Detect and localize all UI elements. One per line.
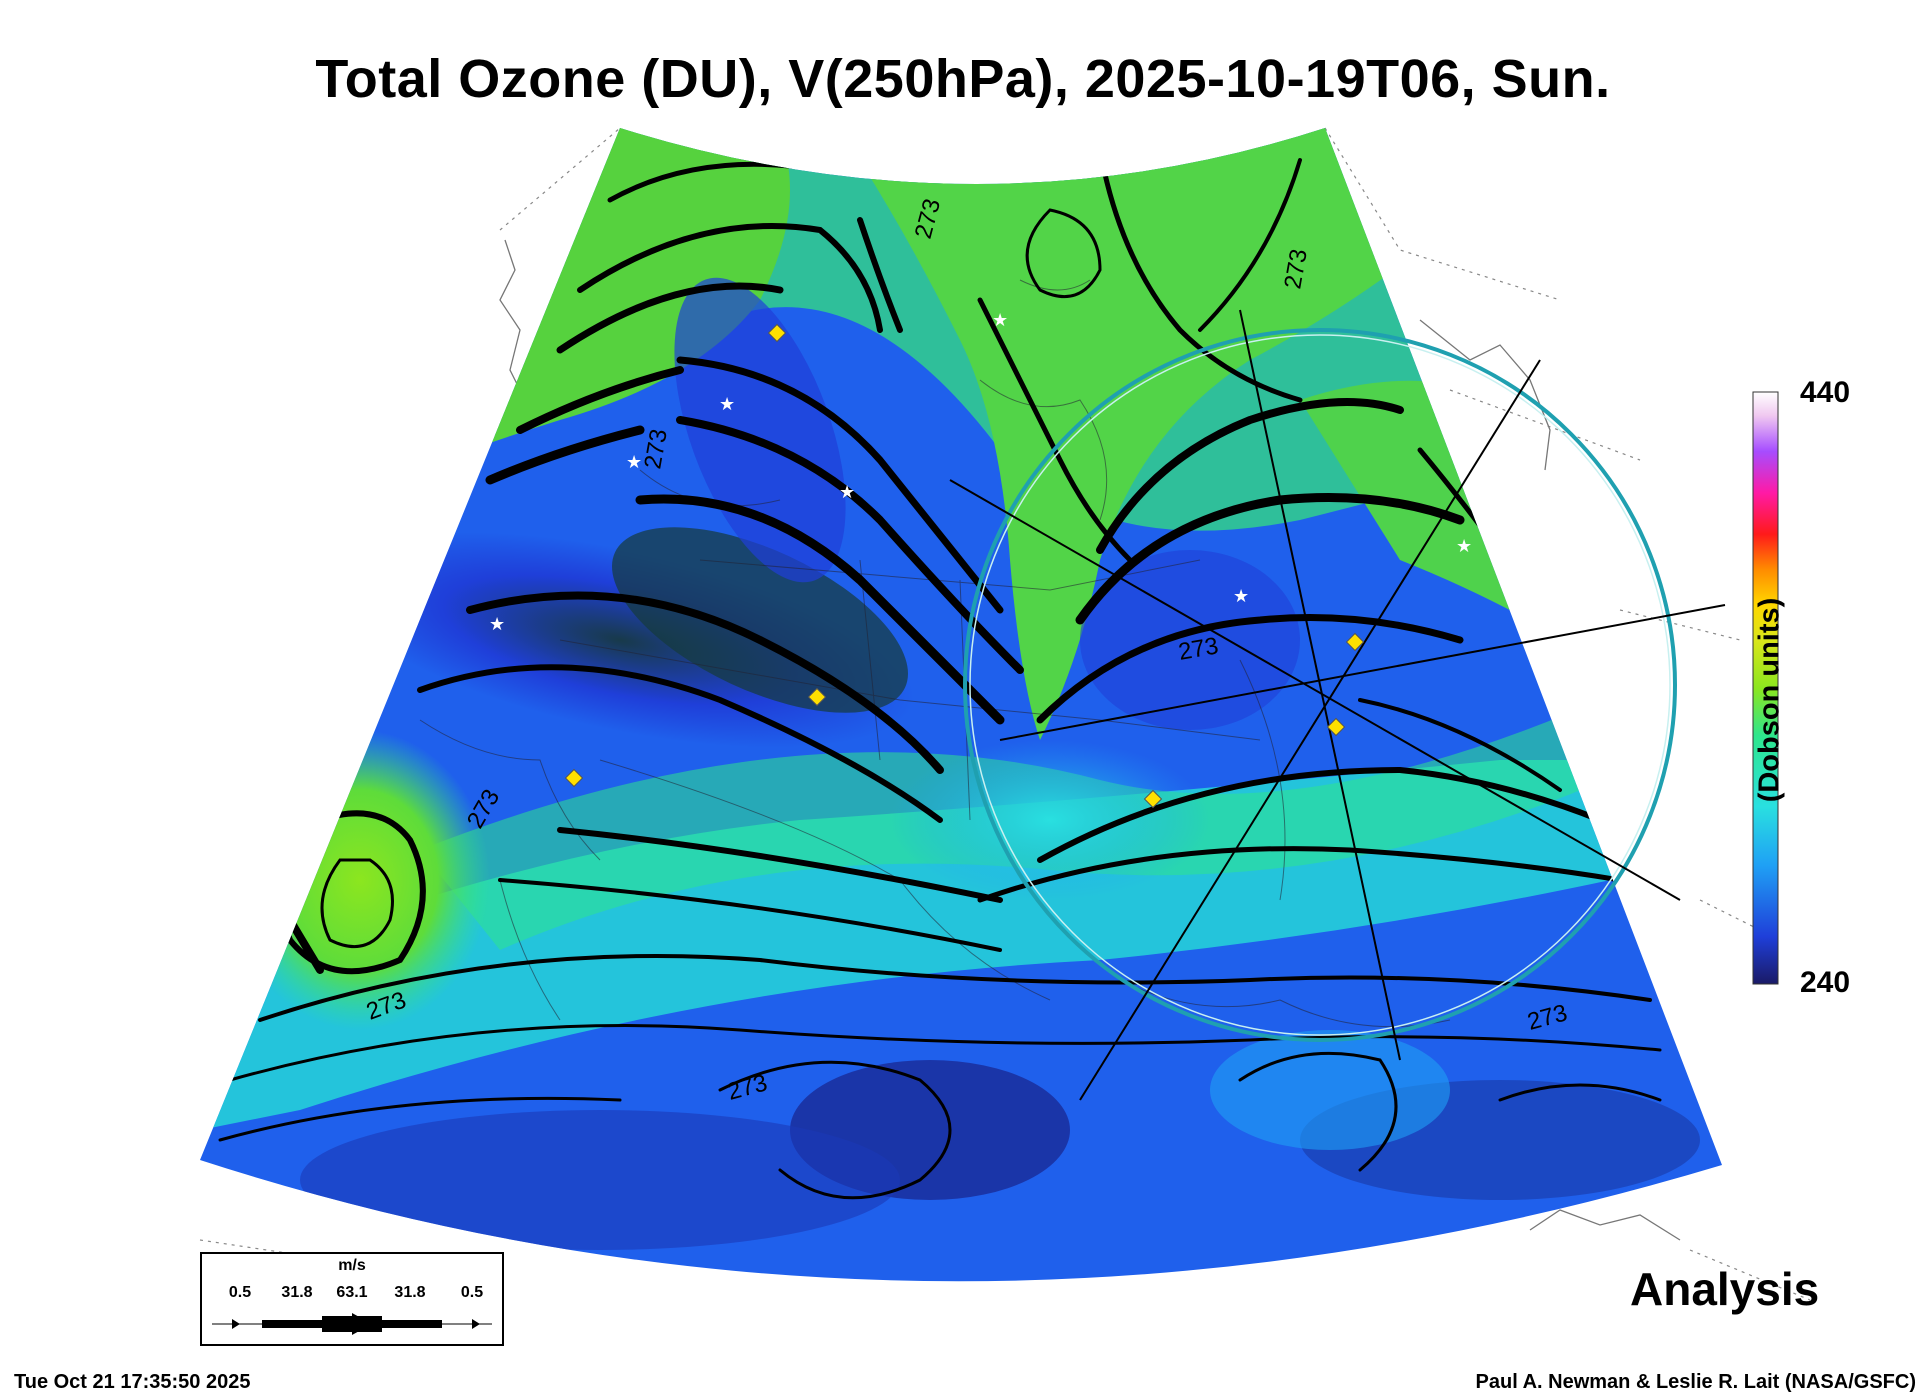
analysis-label: Analysis xyxy=(1630,1263,1820,1315)
colorbar-min-label: 240 xyxy=(1800,966,1851,999)
sun-geometry-overlay xyxy=(949,309,1726,1101)
svg-text:★: ★ xyxy=(839,482,855,503)
svg-text:★: ★ xyxy=(626,452,642,473)
timestamp: Tue Oct 21 17:35:50 2025 xyxy=(14,1371,251,1393)
svg-text:★: ★ xyxy=(719,394,735,415)
wind-legend-value: 0.5 xyxy=(460,1284,484,1301)
wind-legend-value: 63.1 xyxy=(336,1284,368,1301)
map-title: Total Ozone (DU), V(250hPa), 2025-10-19T… xyxy=(315,49,1611,109)
wind-legend-arrow xyxy=(212,1313,492,1335)
station-markers xyxy=(564,323,1365,809)
colorbar xyxy=(1752,391,1779,985)
star-markers: ★ ★ ★ ★ ★ ★ ★ xyxy=(489,310,1472,635)
svg-text:★: ★ xyxy=(489,614,505,635)
wind-legend-value: 31.8 xyxy=(394,1284,426,1301)
credit-line: Paul A. Newman & Leslie R. Lait (NASA/GS… xyxy=(1475,1371,1916,1393)
wind-legend-value: 0.5 xyxy=(228,1284,252,1301)
wind-legend-value: 31.8 xyxy=(281,1284,313,1301)
wind-legend-units: m/s xyxy=(338,1257,366,1274)
svg-text:★: ★ xyxy=(1456,536,1472,557)
svg-text:★: ★ xyxy=(1233,586,1249,607)
colorbar-max-label: 440 xyxy=(1800,376,1851,409)
coastlines-outside xyxy=(499,239,1681,1241)
colorbar-units-label: (Dobson units) xyxy=(1753,597,1786,803)
svg-text:★: ★ xyxy=(992,310,1008,331)
wind-speed-legend: m/s 0.5 31.8 63.1 31.8 0.5 xyxy=(200,1252,504,1346)
